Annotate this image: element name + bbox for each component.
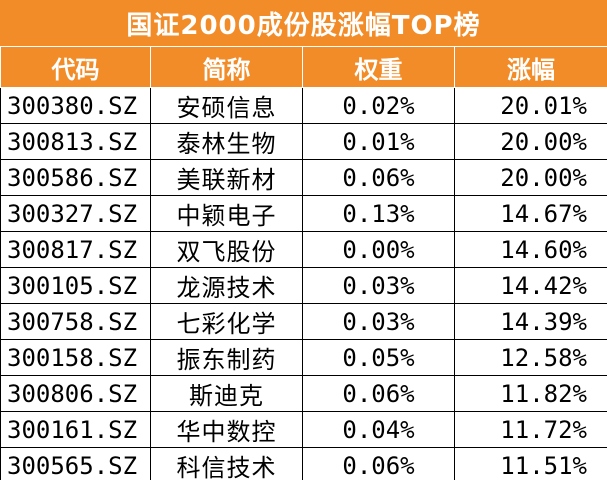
cell-weight: 0.05% bbox=[302, 339, 455, 376]
cell-name: 泰林生物 bbox=[150, 123, 303, 160]
table-row: 300806.SZ 斯迪克 0.06% 11.82% bbox=[0, 375, 607, 412]
cell-weight: 0.04% bbox=[302, 411, 455, 448]
table-row: 300158.SZ 振东制药 0.05% 12.58% bbox=[0, 339, 607, 376]
cell-name: 中颖电子 bbox=[150, 195, 303, 232]
cell-change: 11.72% bbox=[454, 411, 607, 448]
table-header: 代码 简称 权重 涨幅 bbox=[0, 46, 607, 88]
column-header-name: 简称 bbox=[150, 46, 303, 88]
cell-name: 双飞股份 bbox=[150, 231, 303, 268]
ranking-table: 代码 简称 权重 涨幅 300380.SZ 安硕信息 0.02% 20.01% … bbox=[0, 46, 607, 480]
cell-change: 14.67% bbox=[454, 195, 607, 232]
cell-change: 14.60% bbox=[454, 231, 607, 268]
cell-name: 科信技术 bbox=[150, 447, 303, 480]
cell-weight: 0.13% bbox=[302, 195, 455, 232]
cell-code: 300158.SZ bbox=[0, 339, 151, 376]
table-row: 300105.SZ 龙源技术 0.03% 14.42% bbox=[0, 267, 607, 304]
cell-change: 12.58% bbox=[454, 339, 607, 376]
cell-change: 11.51% bbox=[454, 447, 607, 480]
table-title: 国证2000成份股涨幅TOP榜 bbox=[0, 0, 607, 46]
cell-weight: 0.03% bbox=[302, 303, 455, 340]
cell-code: 300565.SZ bbox=[0, 447, 151, 480]
cell-change: 20.00% bbox=[454, 159, 607, 196]
cell-name: 华中数控 bbox=[150, 411, 303, 448]
column-header-weight: 权重 bbox=[302, 46, 455, 88]
cell-code: 300380.SZ bbox=[0, 87, 151, 124]
cell-weight: 0.03% bbox=[302, 267, 455, 304]
cell-weight: 0.02% bbox=[302, 87, 455, 124]
cell-weight: 0.06% bbox=[302, 447, 455, 480]
cell-code: 300813.SZ bbox=[0, 123, 151, 160]
cell-name: 龙源技术 bbox=[150, 267, 303, 304]
column-header-code: 代码 bbox=[0, 46, 151, 88]
cell-change: 14.42% bbox=[454, 267, 607, 304]
cell-change: 11.82% bbox=[454, 375, 607, 412]
cell-weight: 0.06% bbox=[302, 159, 455, 196]
cell-name: 斯迪克 bbox=[150, 375, 303, 412]
table-row: 300813.SZ 泰林生物 0.01% 20.00% bbox=[0, 123, 607, 160]
cell-name: 振东制药 bbox=[150, 339, 303, 376]
table-row: 300327.SZ 中颖电子 0.13% 14.67% bbox=[0, 195, 607, 232]
cell-weight: 0.01% bbox=[302, 123, 455, 160]
cell-name: 安硕信息 bbox=[150, 87, 303, 124]
cell-code: 300758.SZ bbox=[0, 303, 151, 340]
cell-code: 300327.SZ bbox=[0, 195, 151, 232]
cell-weight: 0.06% bbox=[302, 375, 455, 412]
cell-code: 300161.SZ bbox=[0, 411, 151, 448]
cell-change: 20.00% bbox=[454, 123, 607, 160]
cell-code: 300806.SZ bbox=[0, 375, 151, 412]
cell-weight: 0.00% bbox=[302, 231, 455, 268]
table-row: 300758.SZ 七彩化学 0.03% 14.39% bbox=[0, 303, 607, 340]
table-body: 300380.SZ 安硕信息 0.02% 20.01% 300813.SZ 泰林… bbox=[0, 87, 607, 480]
cell-change: 14.39% bbox=[454, 303, 607, 340]
table-row: 300586.SZ 美联新材 0.06% 20.00% bbox=[0, 159, 607, 196]
table-row: 300161.SZ 华中数控 0.04% 11.72% bbox=[0, 411, 607, 448]
column-header-change: 涨幅 bbox=[454, 46, 607, 88]
cell-name: 七彩化学 bbox=[150, 303, 303, 340]
table-row: 300817.SZ 双飞股份 0.00% 14.60% bbox=[0, 231, 607, 268]
header-row: 代码 简称 权重 涨幅 bbox=[0, 46, 607, 88]
table-row: 300565.SZ 科信技术 0.06% 11.51% bbox=[0, 447, 607, 480]
cell-code: 300105.SZ bbox=[0, 267, 151, 304]
cell-change: 20.01% bbox=[454, 87, 607, 124]
cell-code: 300586.SZ bbox=[0, 159, 151, 196]
cell-code: 300817.SZ bbox=[0, 231, 151, 268]
table-row: 300380.SZ 安硕信息 0.02% 20.01% bbox=[0, 87, 607, 124]
cell-name: 美联新材 bbox=[150, 159, 303, 196]
